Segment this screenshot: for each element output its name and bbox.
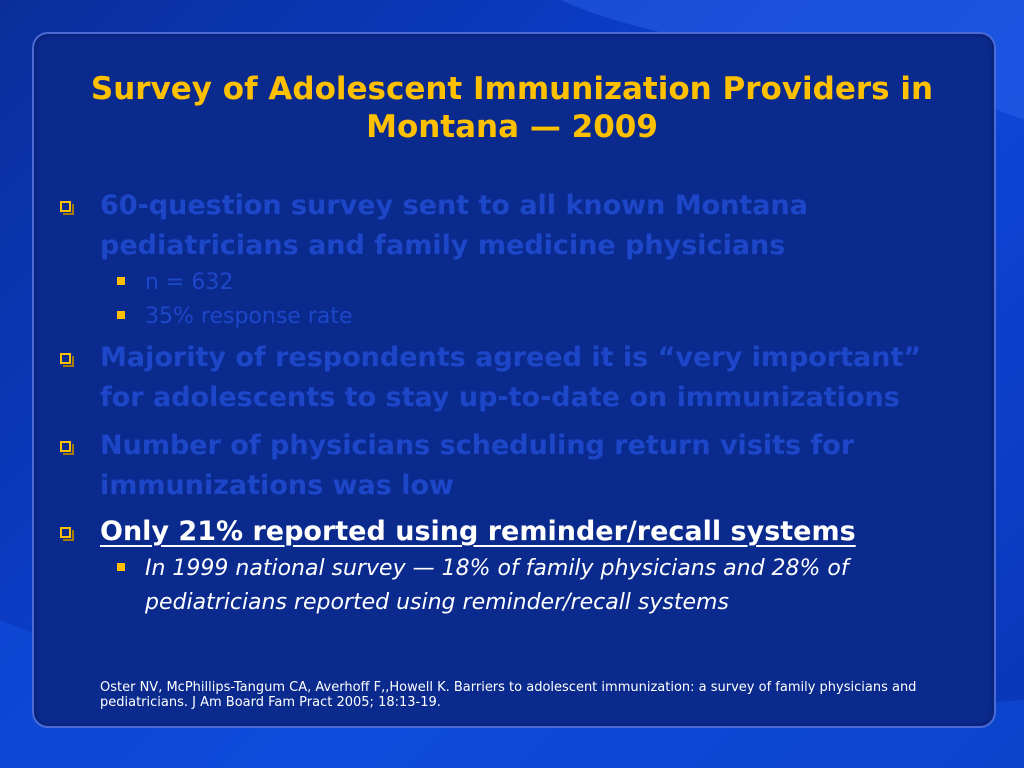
bullet-item-3: Number of physicians scheduling return v… <box>60 426 960 506</box>
bullet-item-4: Only 21% reported using reminder/recall … <box>60 512 960 552</box>
sub-bullet-item: n = 632 <box>60 266 960 300</box>
square-bullet-icon <box>117 311 125 319</box>
content-panel <box>32 32 996 728</box>
sub-bullet-text: n = 632 <box>145 270 234 295</box>
bullet-text: Number of physicians scheduling return v… <box>100 430 855 501</box>
sub-bullet-text: In 1999 national survey — 18% of family … <box>145 556 849 615</box>
checkbox-bullet-icon <box>60 441 74 455</box>
bullet-text: Only 21% reported using reminder/recall … <box>100 516 856 547</box>
sub-bullet-item: 35% response rate <box>60 300 960 334</box>
square-bullet-icon <box>117 277 125 285</box>
bullet-text: 60-question survey sent to all known Mon… <box>100 190 808 261</box>
bullet-item-1: 60-question survey sent to all known Mon… <box>60 186 960 266</box>
checkbox-bullet-icon <box>60 201 74 215</box>
sub-bullet-item: In 1999 national survey — 18% of family … <box>60 552 960 620</box>
square-bullet-icon <box>117 563 125 571</box>
checkbox-bullet-icon <box>60 353 74 367</box>
bullet-list: 60-question survey sent to all known Mon… <box>60 186 960 620</box>
checkbox-bullet-icon <box>60 527 74 541</box>
citation: Oster NV, McPhillips-Tangum CA, Averhoff… <box>100 680 917 710</box>
sub-bullet-text: 35% response rate <box>145 304 353 329</box>
bullet-text: Majority of respondents agreed it is “ve… <box>100 342 922 413</box>
slide-title: Survey of Adolescent Immunization Provid… <box>90 71 934 145</box>
bullet-item-2: Majority of respondents agreed it is “ve… <box>60 338 960 418</box>
